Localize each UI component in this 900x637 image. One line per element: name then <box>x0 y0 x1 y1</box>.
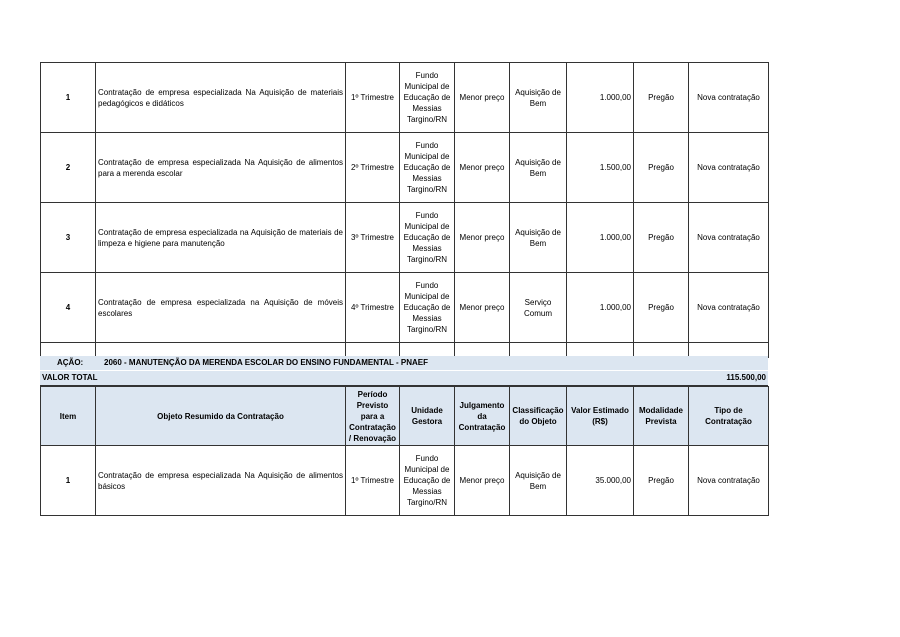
column-header: Julgamento da Contratação <box>454 386 510 446</box>
cell-objeto: Contratação de empresa especializada Na … <box>95 62 346 133</box>
cell-julgamento: Menor preço <box>454 272 510 343</box>
cell-objeto: Contratação de empresa especializada Na … <box>95 445 346 516</box>
cell-valor: 35.000,00 <box>566 445 634 516</box>
cell-classificacao: Aquisição de Bem <box>509 445 567 516</box>
cell-tipo: Nova contratação <box>688 132 769 203</box>
cell-tipo: Nova contratação <box>688 202 769 273</box>
cell-valor: 1.000,00 <box>566 202 634 273</box>
cell-julgamento: Menor preço <box>454 132 510 203</box>
table-row: 4 Contratação de empresa especializada na… <box>40 272 769 343</box>
cell-periodo: 1º Trimestre <box>345 62 400 133</box>
cell-item: 4 <box>40 272 96 343</box>
cell-classificacao: Serviço Comum <box>509 272 567 343</box>
column-header: Valor Estimado (R$) <box>566 386 634 446</box>
empty-row <box>40 342 769 358</box>
column-header: Classificação do Objeto <box>509 386 567 446</box>
cell-julgamento: Menor preço <box>454 62 510 133</box>
cell-tipo: Nova contratação <box>688 272 769 343</box>
cell-modalidade: Pregão <box>633 445 689 516</box>
cell-periodo: 4º Trimestre <box>345 272 400 343</box>
column-header: Modalidade Prevista <box>633 386 689 446</box>
contracts-table-2: Item Objeto Resumido da Contratação Períod… <box>40 386 769 516</box>
cell-classificacao: Aquisição de Bem <box>509 202 567 273</box>
column-header: Unidade Gestora <box>399 386 455 446</box>
acao-value: 2060 - MANUTENÇÃO DA MERENDA ESCOLAR DO … <box>104 358 429 367</box>
cell-unidade: Fundo Municipal de Educação de Messias T… <box>399 62 455 133</box>
cell-unidade: Fundo Municipal de Educação de Messias T… <box>399 132 455 203</box>
table-row: 2 Contratação de empresa especializada Na… <box>40 132 769 203</box>
cell-valor: 1.000,00 <box>566 62 634 133</box>
cell-unidade: Fundo Municipal de Educação de Messias T… <box>399 445 455 516</box>
column-header: Tipo de Contratação <box>688 386 769 446</box>
cell-unidade: Fundo Municipal de Educação de Messias T… <box>399 202 455 273</box>
table-row: 1 Contratação de empresa especializada Na… <box>40 62 769 133</box>
cell-modalidade: Pregão <box>633 62 689 133</box>
column-header: Período Previsto para a Contratação / Re… <box>345 386 400 446</box>
table-row: 1 Contratação de empresa especializada Na… <box>40 445 769 516</box>
valor-total-label: VALOR TOTAL <box>42 373 98 382</box>
cell-item: 1 <box>40 62 96 133</box>
cell-periodo: 1º Trimestre <box>345 445 400 516</box>
cell-tipo: Nova contratação <box>688 62 769 133</box>
cell-periodo: 2º Trimestre <box>345 132 400 203</box>
cell-modalidade: Pregão <box>633 272 689 343</box>
cell-periodo: 3º Trimestre <box>345 202 400 273</box>
cell-item: 3 <box>40 202 96 273</box>
acao-row: AÇÃO: 2060 - MANUTENÇÃO DA MERENDA ESCOL… <box>40 356 768 370</box>
acao-label: AÇÃO: <box>57 358 84 367</box>
cell-item: 1 <box>40 445 96 516</box>
cell-julgamento: Menor preço <box>454 202 510 273</box>
contracts-table-1: 1 Contratação de empresa especializada Na… <box>40 62 769 358</box>
valor-total-row: VALOR TOTAL 115.500,00 <box>40 371 768 386</box>
table-row: 3 Contratação de empresa especializada na… <box>40 202 769 273</box>
cell-modalidade: Pregão <box>633 202 689 273</box>
cell-modalidade: Pregão <box>633 132 689 203</box>
valor-total-value: 115.500,00 <box>726 373 766 382</box>
cell-unidade: Fundo Municipal de Educação de Messias T… <box>399 272 455 343</box>
cell-classificacao: Aquisição de Bem <box>509 132 567 203</box>
cell-classificacao: Aquisição de Bem <box>509 62 567 133</box>
table-header: Item Objeto Resumido da Contratação Períod… <box>40 386 769 446</box>
cell-valor: 1.000,00 <box>566 272 634 343</box>
cell-tipo: Nova contratação <box>688 445 769 516</box>
cell-julgamento: Menor preço <box>454 445 510 516</box>
cell-objeto: Contratação de empresa especializada na … <box>95 272 346 343</box>
cell-valor: 1.500,00 <box>566 132 634 203</box>
cell-objeto: Contratação de empresa especializada Na … <box>95 132 346 203</box>
column-header: Item <box>40 386 96 446</box>
cell-objeto: Contratação de empresa especializada na … <box>95 202 346 273</box>
cell-item: 2 <box>40 132 96 203</box>
column-header: Objeto Resumido da Contratação <box>95 386 346 446</box>
